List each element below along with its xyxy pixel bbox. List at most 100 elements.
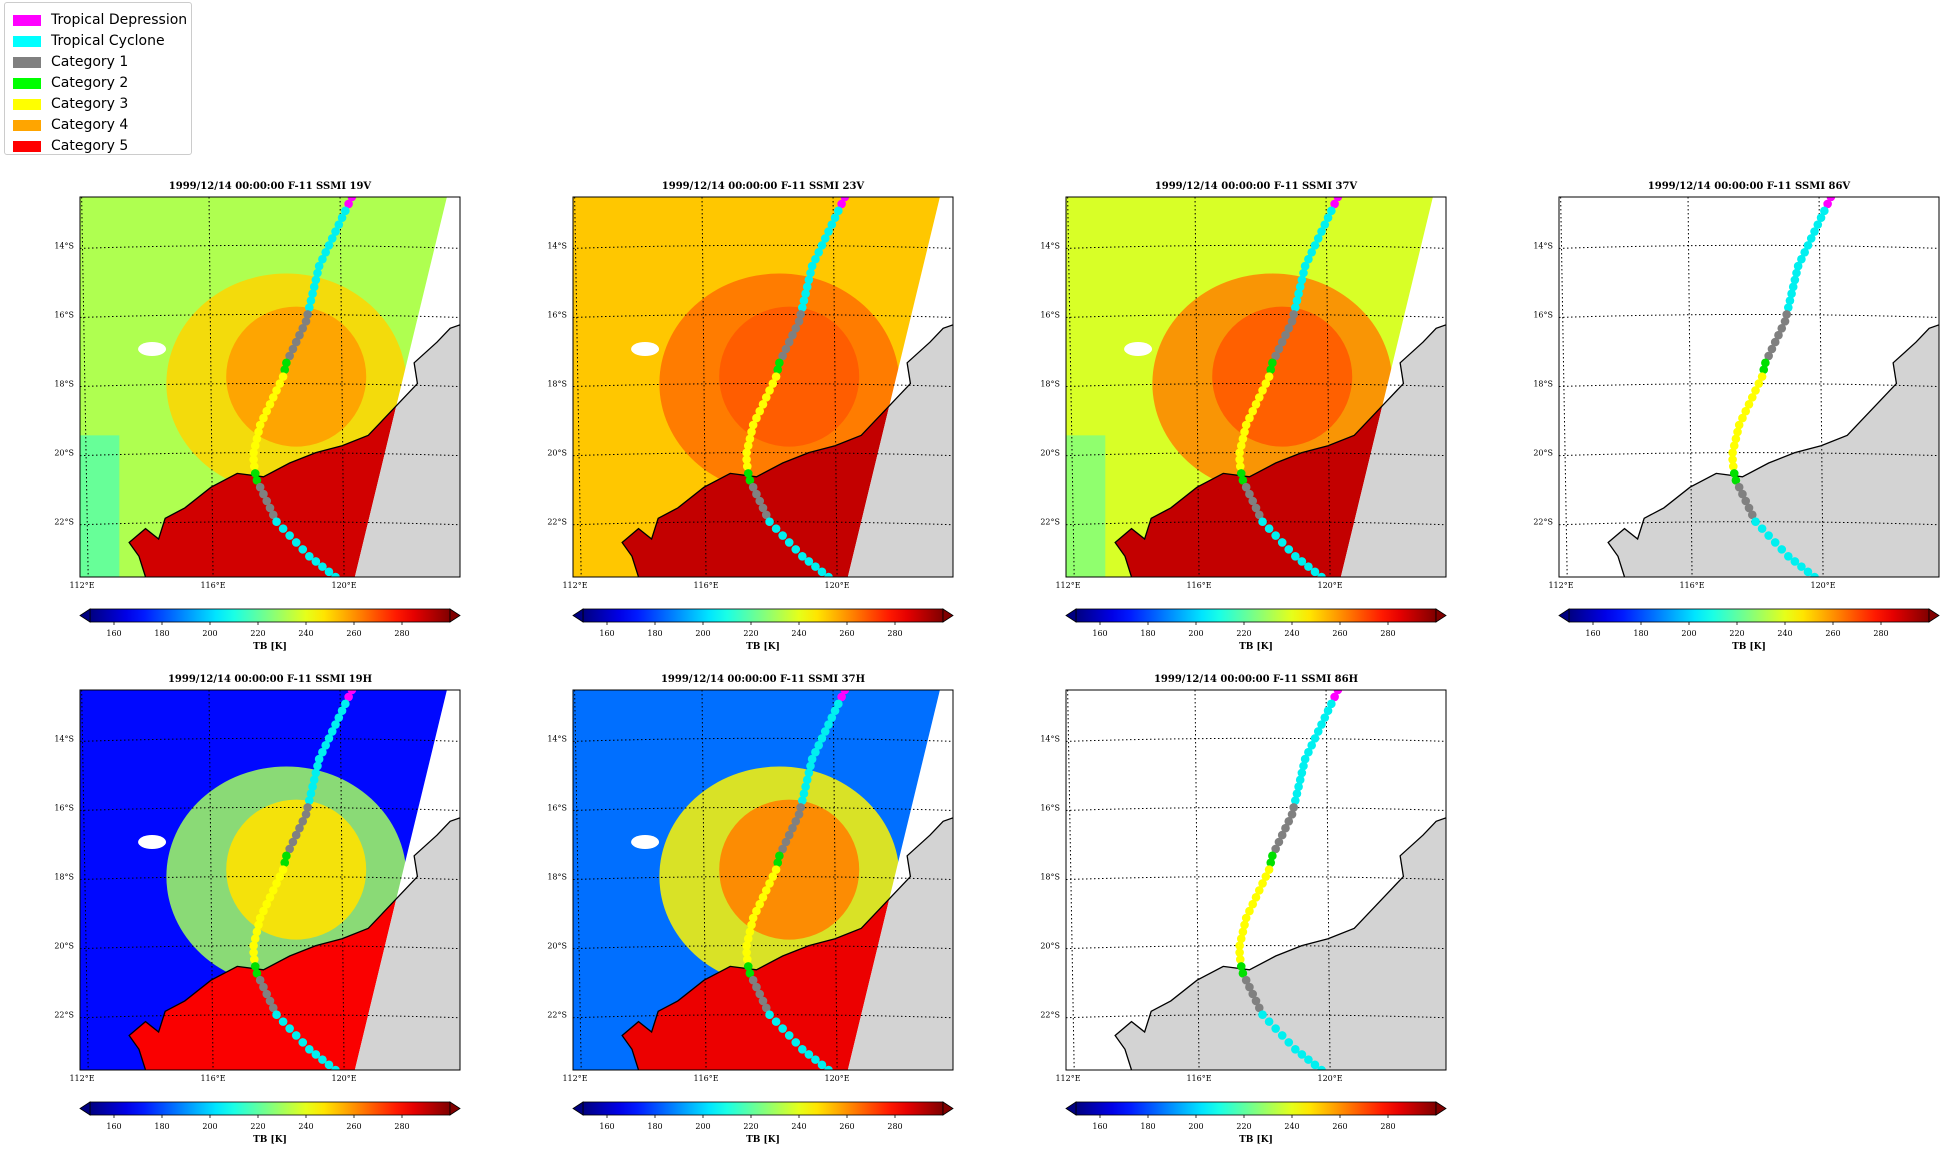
- colorbar-tick-label: 180: [1140, 1122, 1155, 1131]
- track-point: [249, 455, 258, 464]
- track-point: [1277, 830, 1287, 840]
- colorbar-tick-label: 280: [887, 629, 902, 638]
- track-point: [1248, 989, 1258, 999]
- parallel: [1066, 876, 1446, 881]
- track-point: [804, 768, 814, 778]
- parallel: [80, 383, 460, 388]
- track-point: [1248, 406, 1258, 416]
- colorbar-tick-label: 200: [1188, 629, 1203, 638]
- track-point: [1317, 1065, 1326, 1070]
- track-point: [1284, 545, 1294, 554]
- track-point: [743, 469, 753, 478]
- track-point: [768, 379, 778, 388]
- track-point: [301, 810, 311, 819]
- track-point: [1728, 455, 1737, 464]
- track-point: [1277, 1031, 1287, 1040]
- parallel: [1066, 737, 1446, 742]
- map-area: [1066, 197, 1446, 577]
- land-gray: [1115, 817, 1446, 1070]
- map-panel: 1999/12/14 00:00:00 F-11 SSMI 86V 14°S 16°…: [1533, 181, 1940, 652]
- lon-label: 112°E: [562, 1074, 587, 1083]
- track-point: [755, 496, 765, 506]
- parallel: [1066, 806, 1446, 811]
- track-point: [837, 199, 846, 209]
- track-point: [1810, 572, 1819, 577]
- track-point: [1281, 330, 1290, 340]
- colorbar-tick-label: 180: [1140, 629, 1155, 638]
- track-point: [344, 692, 353, 702]
- colorbar-arrow-high: [1928, 608, 1940, 623]
- track-point: [298, 816, 308, 826]
- track-point: [1728, 448, 1737, 457]
- parallel: [573, 1014, 953, 1019]
- colorbar-tick-label: 160: [106, 629, 121, 638]
- island: [631, 835, 660, 849]
- track-point: [817, 567, 827, 577]
- lat-label: 16°S: [547, 803, 567, 812]
- track-point: [282, 851, 291, 861]
- lat-label: 14°S: [1040, 734, 1060, 743]
- track-point: [1248, 899, 1258, 909]
- lat-label: 14°S: [54, 241, 74, 250]
- track-point: [268, 886, 278, 895]
- parallel: [80, 806, 460, 811]
- track-point: [1284, 816, 1294, 826]
- track-point: [771, 865, 781, 874]
- track-point: [1268, 358, 1277, 368]
- track-point: [1235, 448, 1244, 457]
- track-point: [1264, 524, 1274, 533]
- track-point: [331, 227, 340, 236]
- track-point: [784, 337, 794, 347]
- track-point: [799, 296, 809, 305]
- land-gray: [354, 324, 460, 577]
- track-point: [265, 892, 275, 902]
- track-point: [1299, 268, 1308, 278]
- track-point: [1767, 344, 1777, 354]
- track-point: [743, 934, 753, 944]
- colorbar-arrow-high: [449, 608, 461, 623]
- track-point: [318, 1055, 327, 1064]
- track-point: [802, 775, 812, 785]
- colorbar-tick-label: 160: [1092, 629, 1107, 638]
- track-point: [799, 789, 809, 798]
- lat-label: 16°S: [1040, 310, 1060, 319]
- coastline: [621, 324, 953, 577]
- colorbar-tick-label: 260: [1825, 629, 1840, 638]
- track-point: [305, 1044, 314, 1054]
- legend-item: Tropical Depression: [13, 10, 187, 30]
- track-point: [314, 261, 324, 271]
- lat-label: 14°S: [547, 734, 567, 743]
- track-point: [265, 399, 275, 409]
- lat-label: 20°S: [1040, 449, 1060, 458]
- track-point: [309, 775, 319, 785]
- colorbar-arrow-low: [572, 1101, 584, 1116]
- track-point: [1744, 399, 1754, 409]
- map-panel: 1999/12/14 00:00:00 F-11 SSMI 37V 14°S 16°…: [1040, 181, 1447, 652]
- track-point: [321, 740, 330, 750]
- track-point: [314, 754, 324, 764]
- map-frame: [1065, 196, 1447, 578]
- meridian: [574, 690, 582, 1070]
- legend-label: Category 1: [51, 54, 129, 70]
- lon-label: 120°E: [825, 581, 850, 590]
- track-point: [761, 510, 771, 520]
- track-point: [1297, 557, 1307, 566]
- parallel: [80, 737, 460, 742]
- track-point: [1294, 782, 1303, 792]
- track-point: [784, 538, 794, 547]
- legend-item: Category 1: [13, 52, 128, 72]
- track-point: [771, 1017, 781, 1026]
- track-point: [298, 323, 308, 333]
- parallel: [573, 452, 953, 457]
- meridian: [701, 690, 707, 1070]
- track-point: [1797, 562, 1806, 571]
- track-point: [1327, 699, 1336, 709]
- track-point: [1738, 413, 1747, 423]
- lon-label: 112°E: [1055, 1074, 1080, 1083]
- track-point: [1754, 379, 1764, 388]
- track-point: [1235, 941, 1244, 950]
- track-point: [1343, 1086, 1352, 1095]
- track-point: [1792, 268, 1801, 278]
- legend-label: Tropical Cyclone: [51, 33, 165, 49]
- track-point: [1784, 551, 1793, 561]
